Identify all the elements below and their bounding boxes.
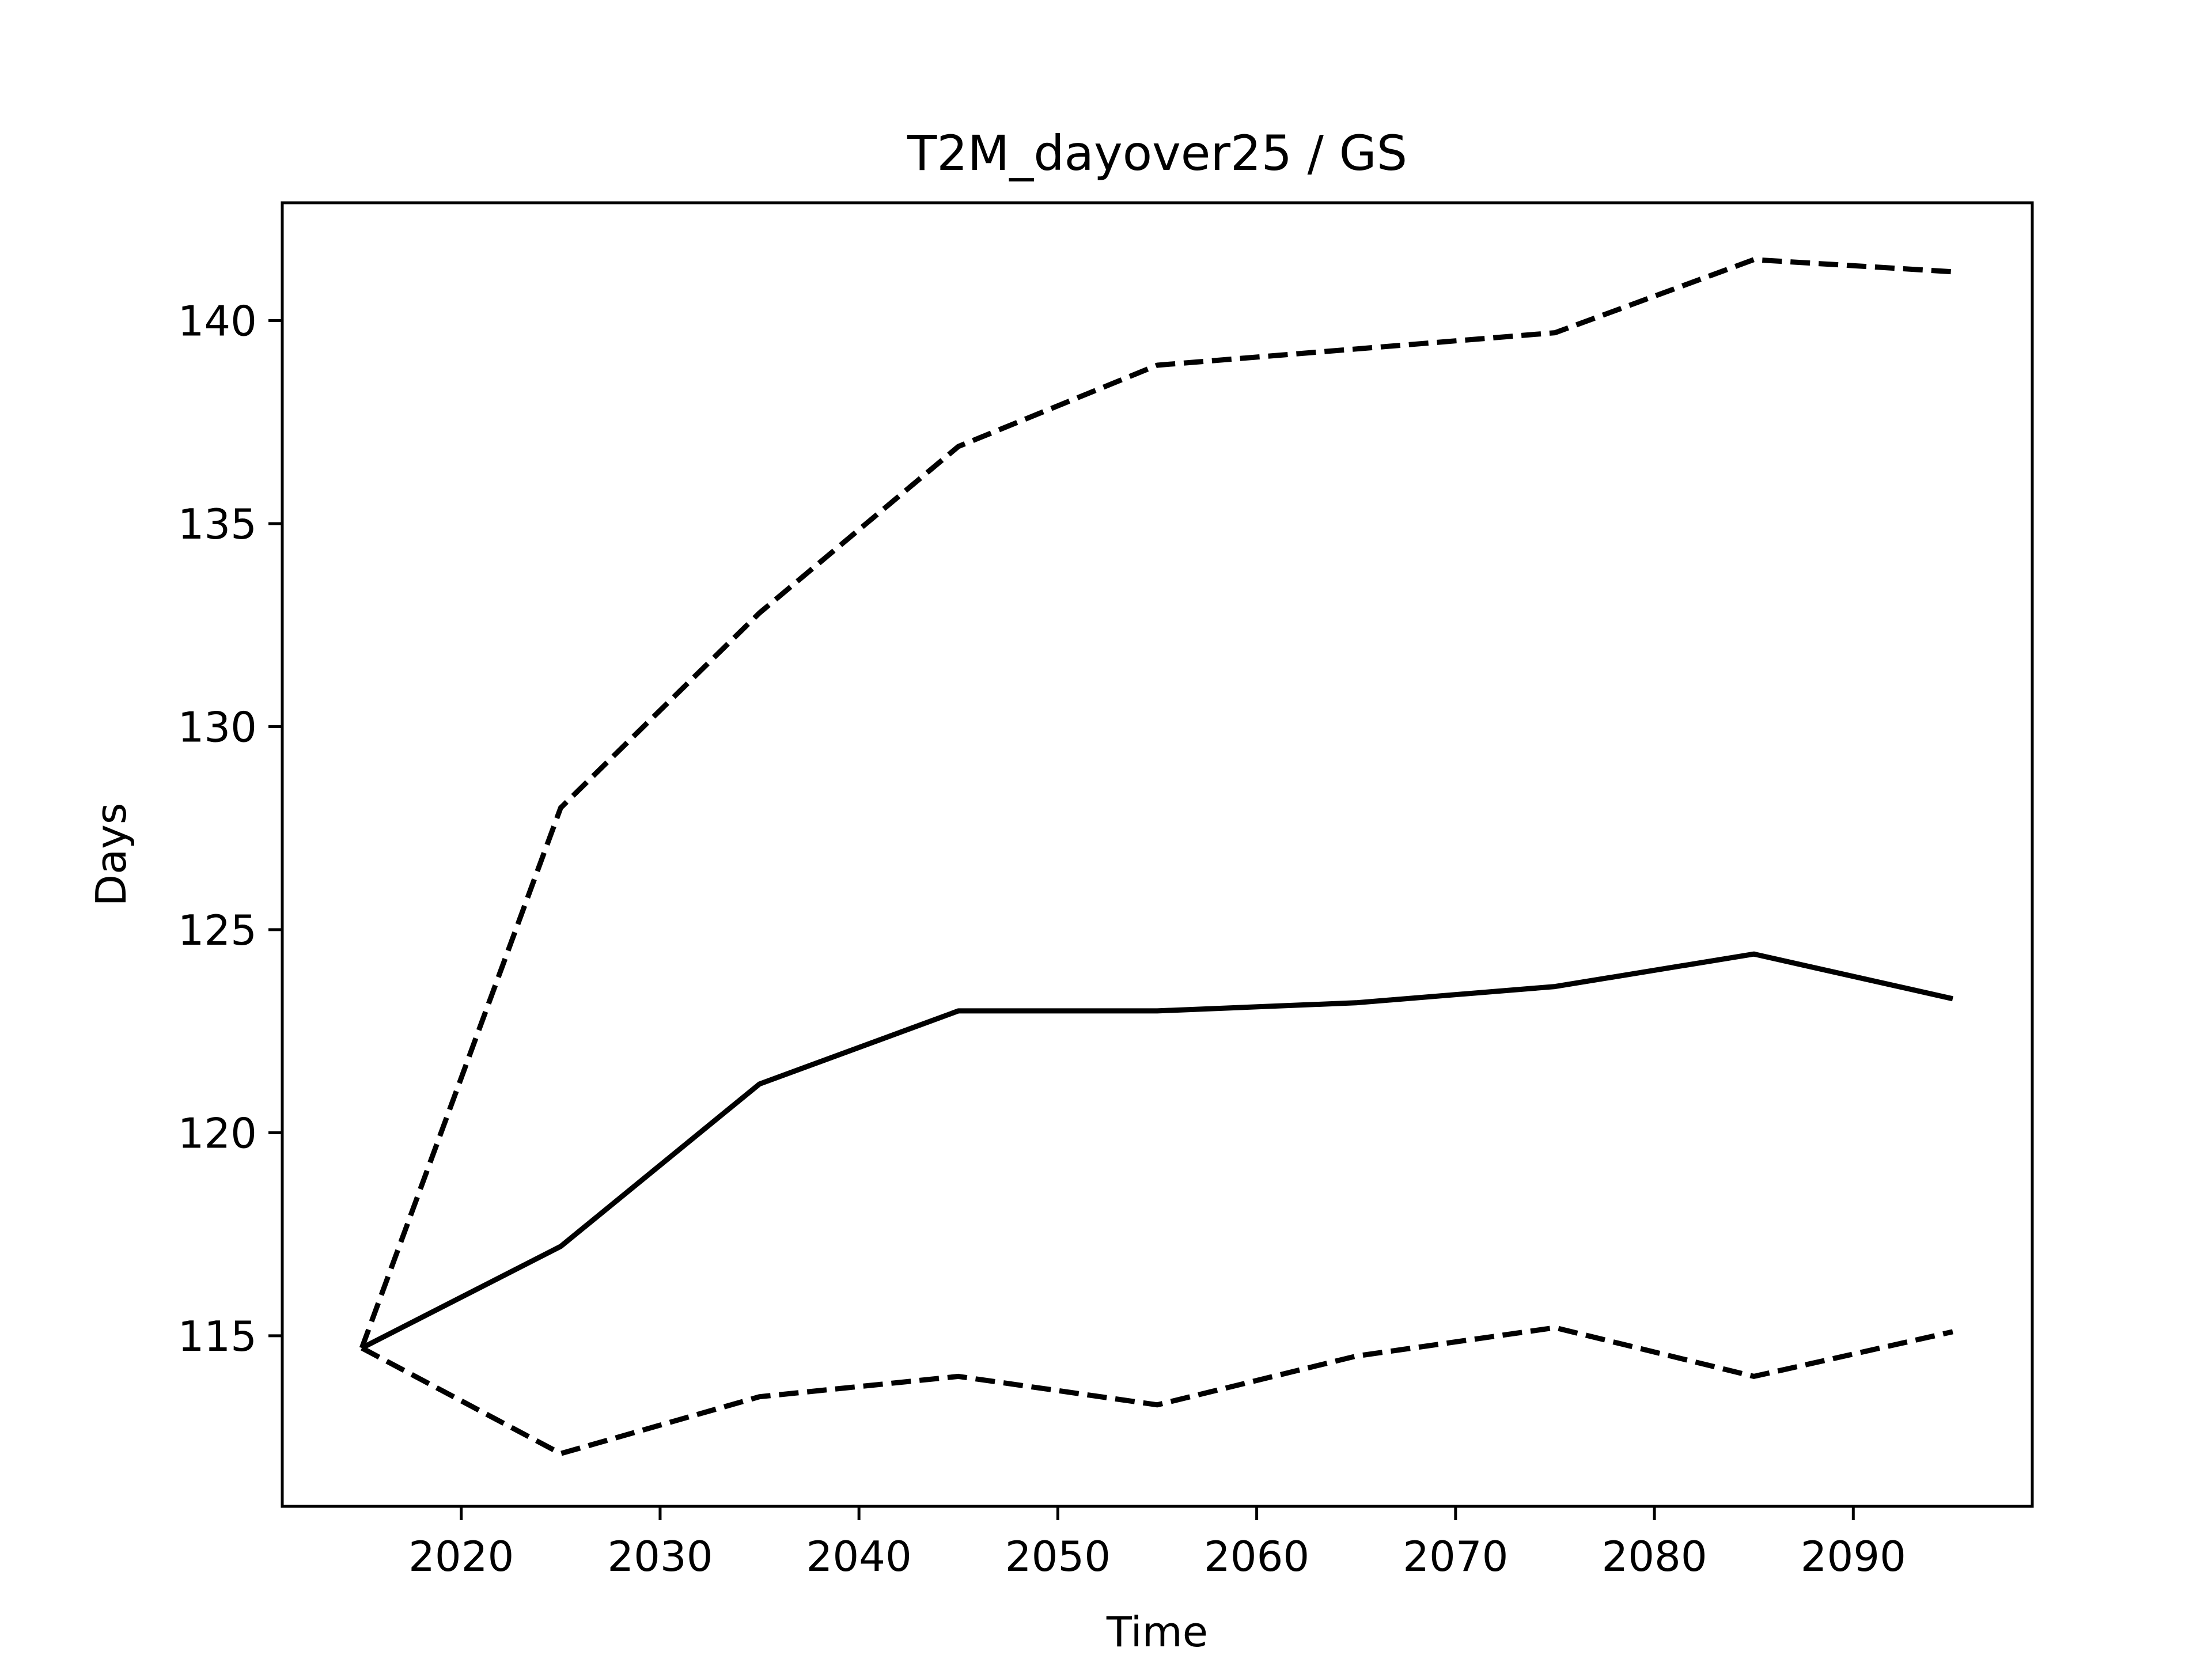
y-tick-label: 120 xyxy=(178,1109,257,1157)
x-tick-label: 2030 xyxy=(607,1532,713,1581)
y-tick-label: 115 xyxy=(178,1312,257,1361)
y-tick-label: 135 xyxy=(178,500,257,548)
chart-title: T2M_dayover25 / GS xyxy=(907,125,1407,181)
axes-frame xyxy=(281,201,2034,1508)
series-line-2 xyxy=(361,951,1953,1351)
y-tick-label: 130 xyxy=(178,703,257,751)
y-axis-label: Days xyxy=(87,803,135,907)
x-tick-label: 2060 xyxy=(1204,1532,1309,1581)
y-axis-ticks: 115 120 125 130 135 140 xyxy=(178,297,282,1361)
x-axis-ticks: 2020 2030 2040 2050 2060 2070 2080 2090 xyxy=(408,1506,1906,1581)
plot-area xyxy=(359,257,1953,1456)
x-tick-label: 2050 xyxy=(1005,1532,1111,1581)
y-tick-label: 125 xyxy=(178,906,257,955)
x-axis-label: Time xyxy=(1106,1608,1208,1656)
x-tick-label: 2020 xyxy=(408,1532,514,1581)
y-tick-label: 140 xyxy=(178,297,257,345)
x-tick-label: 2090 xyxy=(1801,1532,1906,1581)
x-tick-label: 2070 xyxy=(1403,1532,1508,1581)
series-line-1 xyxy=(359,257,1953,1349)
x-tick-label: 2040 xyxy=(806,1532,912,1581)
x-tick-label: 2080 xyxy=(1601,1532,1707,1581)
series-line-3 xyxy=(360,1325,1953,1456)
